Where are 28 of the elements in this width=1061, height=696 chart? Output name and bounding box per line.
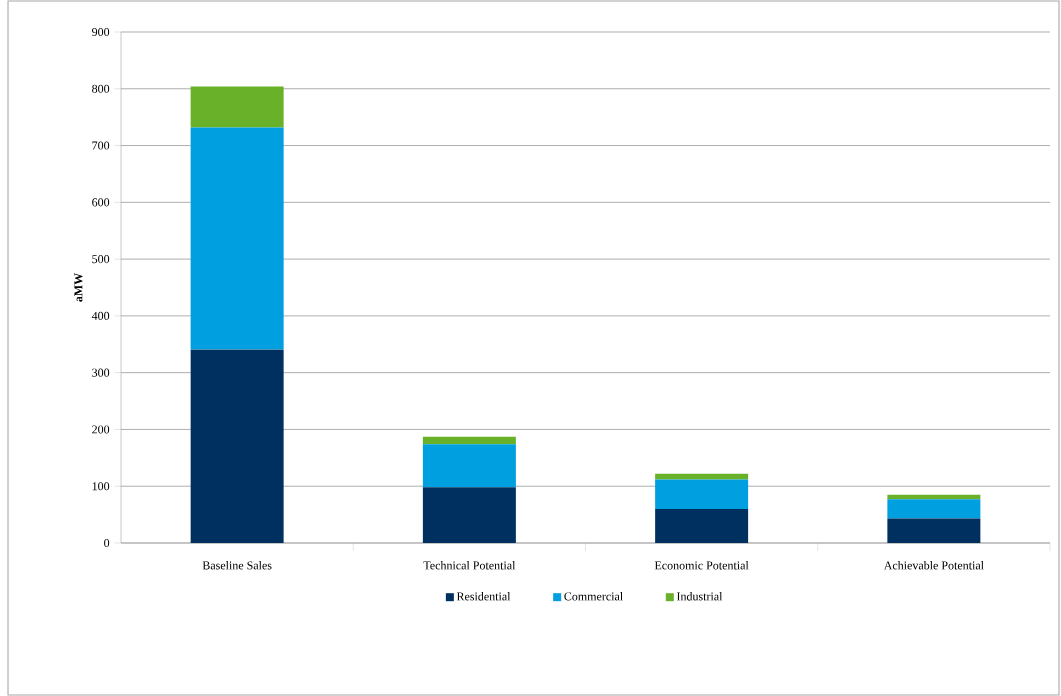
x-tick-label: Economic Potential <box>654 561 749 570</box>
y-tick-label: 600 <box>92 198 110 207</box>
y-axis-title: aMW <box>74 273 83 302</box>
legend-label: Commercial <box>564 592 623 601</box>
bar <box>655 479 749 509</box>
y-tick-label: 400 <box>91 311 110 320</box>
y-tick-label: 0 <box>104 538 110 548</box>
x-tick-label: Technical Potential <box>423 561 516 570</box>
x-tick-label: Baseline Sales <box>202 561 272 570</box>
legend-label: Industrial <box>676 592 723 601</box>
bar <box>887 499 981 519</box>
bar <box>887 518 981 543</box>
y-tick-label: 900 <box>92 27 110 37</box>
legend-label: Residential <box>456 592 511 601</box>
y-tick-label: 700 <box>92 141 110 150</box>
bar <box>190 86 284 128</box>
y-tick-label: 300 <box>92 368 110 377</box>
y-tick-label: 800 <box>92 84 110 93</box>
y-tick-label: 500 <box>92 255 110 264</box>
bar <box>190 127 284 350</box>
bar <box>422 436 516 445</box>
bar <box>422 444 516 488</box>
y-tick-label: 200 <box>92 425 110 434</box>
x-tick-label: Achievable Potential <box>883 561 984 570</box>
y-tick-label: 100 <box>92 482 110 491</box>
bar <box>190 349 284 543</box>
bar <box>655 508 749 543</box>
bar <box>422 487 516 543</box>
